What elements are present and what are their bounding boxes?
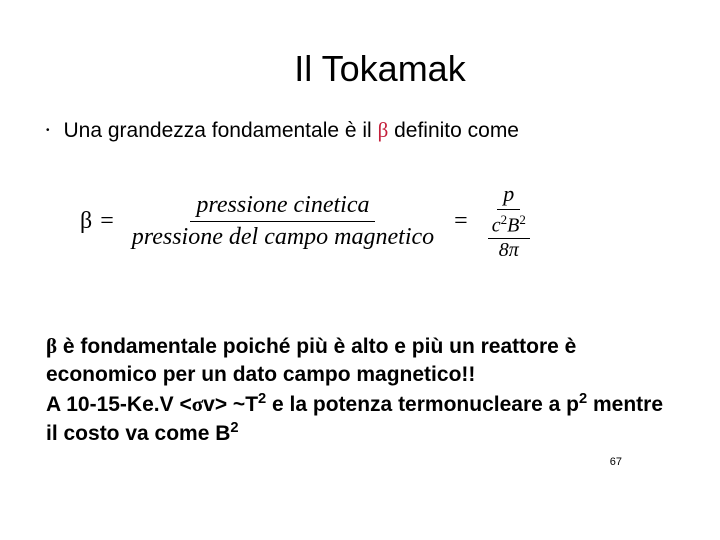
eq-equals-2: = [454,208,468,235]
para-exp-t2: 2 [258,391,266,407]
slide-title: Il Tokamak [40,48,680,90]
para-sigma: σ [192,392,203,416]
body-paragraph: β è fondamentale poiché più è alto e più… [40,332,680,448]
equation: β = pressione cinetica pressione del cam… [40,173,680,262]
eq-nested-bot: 8π [495,239,523,262]
para-exp-p2: 2 [579,391,587,407]
para-line2a: A 10-15-Ke.V < [46,393,192,416]
eq-frac1-numerator: pressione cinetica [190,192,375,222]
eq-fraction-2: p c2B2 8π [482,181,536,262]
bullet-item: • Una grandezza fondamentale è il β defi… [40,118,680,143]
eq-nested-fraction: c2B2 8π [488,212,530,262]
para-exp-b2: 2 [230,420,238,436]
bullet-post: definito come [388,119,519,142]
para-beta: β [46,334,57,358]
bullet-marker: • [46,125,50,136]
bullet-pre: Una grandezza fondamentale è il [64,119,378,142]
eq-fraction-1: pressione cinetica pressione del campo m… [126,192,440,251]
page-number: 67 [610,456,622,468]
eq-nested-top: c2B2 [488,212,530,239]
para-line2b: v> ~T [203,393,258,416]
slide-container: Il Tokamak • Una grandezza fondamentale … [0,0,720,540]
para-line1: è fondamentale poiché più è alto e più u… [46,335,576,386]
eq-frac1-denominator: pressione del campo magnetico [126,222,440,251]
eq-equals-1: = [100,208,114,235]
bullet-text: Una grandezza fondamentale è il β defini… [64,118,519,143]
beta-symbol-red: β [378,118,389,142]
eq-frac2-numerator: p [497,181,520,210]
para-line2c: e la potenza termonucleare a p [266,393,579,416]
eq-beta: β [80,208,92,235]
eq-frac2-denominator: c2B2 8π [482,210,536,262]
